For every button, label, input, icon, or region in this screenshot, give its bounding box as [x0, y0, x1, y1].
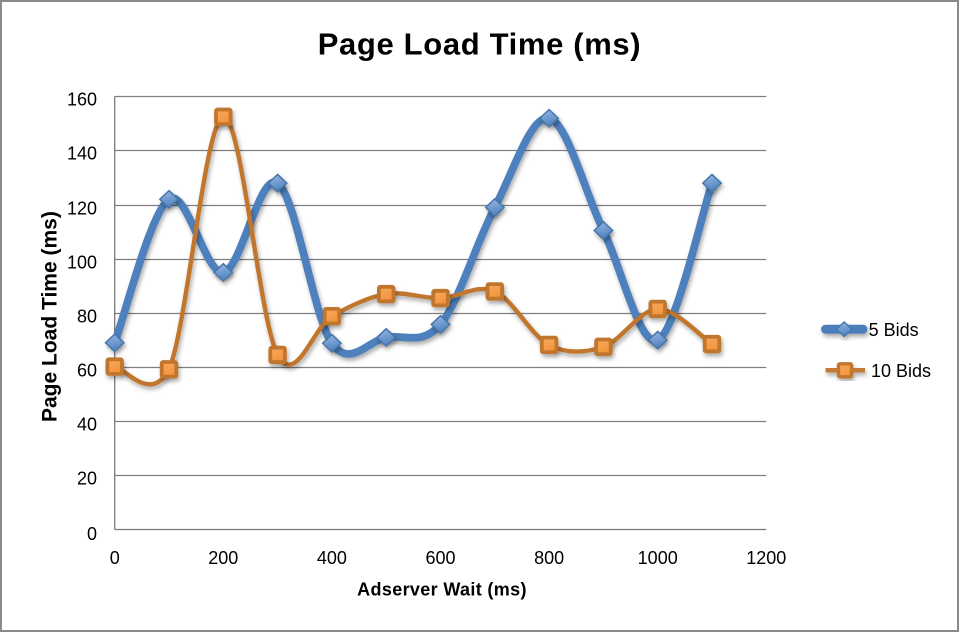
svg-text:140: 140 [67, 143, 97, 163]
svg-text:0: 0 [87, 524, 97, 544]
svg-text:200: 200 [208, 548, 238, 568]
svg-text:80: 80 [77, 306, 97, 326]
svg-text:160: 160 [67, 89, 97, 109]
svg-text:1000: 1000 [638, 548, 678, 568]
svg-text:1200: 1200 [746, 548, 786, 568]
svg-text:10 Bids: 10 Bids [871, 361, 931, 381]
svg-text:20: 20 [77, 468, 97, 488]
svg-text:Page Load Time (ms): Page Load Time (ms) [38, 211, 61, 422]
svg-text:0: 0 [110, 548, 120, 568]
svg-text:100: 100 [67, 252, 97, 272]
svg-text:800: 800 [534, 548, 564, 568]
svg-text:Adserver Wait (ms): Adserver Wait (ms) [357, 579, 527, 599]
svg-text:60: 60 [77, 360, 97, 380]
svg-text:40: 40 [77, 414, 97, 434]
svg-text:400: 400 [317, 548, 347, 568]
svg-text:Page Load Time (ms): Page Load Time (ms) [318, 27, 642, 62]
svg-text:5 Bids: 5 Bids [869, 320, 919, 340]
svg-text:120: 120 [67, 198, 97, 218]
svg-text:600: 600 [425, 548, 455, 568]
